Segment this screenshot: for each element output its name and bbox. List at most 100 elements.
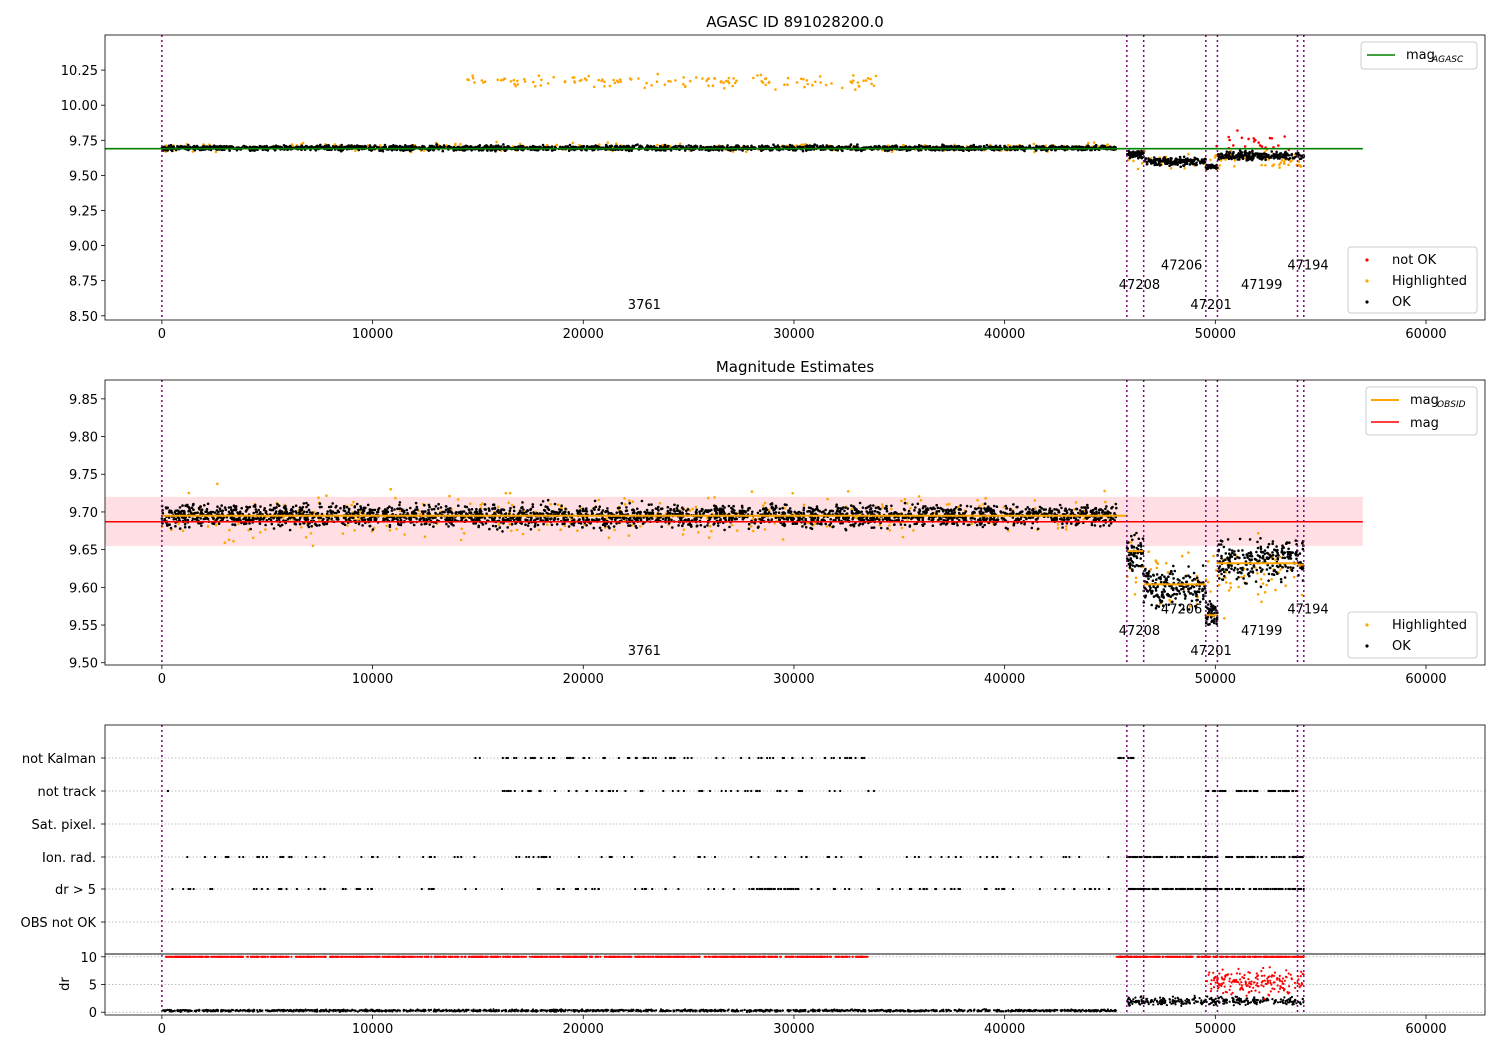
top-highlighted-point — [786, 76, 790, 80]
top-highlighted-point — [726, 80, 730, 83]
top-highlighted-point — [512, 78, 516, 82]
middle-highlighted-point — [317, 496, 320, 500]
top-highlighted-point — [578, 79, 582, 83]
top-highlighted-point — [539, 84, 543, 87]
top-highlighted-point — [354, 149, 357, 153]
top-ok-point — [1270, 150, 1273, 153]
middle-highlighted-point — [919, 498, 923, 502]
middle-highlighted-point — [906, 518, 909, 522]
top-ok-point — [685, 145, 688, 148]
middle-ok-point — [294, 523, 298, 526]
middle-ok-point — [1044, 508, 1047, 511]
top-ok-point — [323, 144, 327, 148]
top-ok-point — [226, 145, 229, 149]
middle-ok-point — [592, 526, 596, 530]
middle-highlighted-point — [1229, 586, 1232, 589]
middle-ok-point — [1099, 525, 1102, 528]
middle-ok-point — [539, 503, 543, 507]
top-highlighted-point — [1187, 152, 1190, 156]
top-ok-point — [1251, 150, 1254, 153]
middle-ok-point — [903, 501, 907, 505]
middle-ok-point — [334, 506, 338, 509]
top-highlighted-point — [819, 81, 822, 84]
middle-highlighted-point — [346, 524, 349, 527]
top-ok-point — [568, 143, 572, 147]
top-ok-point — [441, 149, 445, 153]
top-highlighted-point — [1233, 165, 1236, 168]
middle-highlighted-point — [497, 505, 500, 509]
top-highlighted-point — [864, 79, 868, 82]
middle-highlighted-point — [903, 498, 907, 501]
middle-highlighted-point — [850, 507, 853, 511]
middle-ok-point — [160, 517, 164, 520]
top-highlighted-point — [874, 74, 878, 78]
top-not-ok-point — [1252, 140, 1256, 143]
middle-ok-point — [606, 507, 609, 510]
top-ok-point — [630, 149, 633, 152]
top-highlighted-point — [713, 77, 716, 80]
top-highlighted-point — [866, 77, 870, 80]
middle-ytick-label: 9.75 — [69, 468, 98, 483]
middle-ok-point — [788, 507, 792, 510]
middle-highlighted-point — [403, 533, 406, 536]
top-ok-point — [904, 145, 908, 148]
middle-highlighted-point — [1274, 588, 1277, 592]
middle-ok-point — [844, 506, 847, 509]
top-ok-point — [1153, 159, 1156, 162]
middle-highlighted-point — [1292, 575, 1296, 579]
top-ok-point — [729, 149, 732, 152]
top-highlighted-point — [811, 83, 814, 87]
top-highlighted-point — [1287, 163, 1290, 167]
middle-ok-point — [206, 517, 210, 521]
top-ok-point — [855, 145, 858, 148]
top-ok-point — [690, 149, 693, 152]
middle-ok-point — [496, 528, 499, 531]
top-highlighted-point — [615, 142, 618, 145]
middle-xtick-label: 20000 — [563, 672, 604, 687]
middle-ok-point — [294, 504, 298, 508]
top-ok-point — [1260, 155, 1263, 159]
top-ok-point — [776, 144, 780, 147]
top-ok-point — [279, 145, 283, 149]
top-highlighted-point — [1233, 159, 1237, 162]
top-not-ok-point — [1240, 136, 1244, 140]
middle-ok-point — [598, 526, 602, 530]
middle-highlighted-point — [970, 522, 974, 526]
middle-highlighted-point — [658, 501, 662, 505]
middle-ok-point — [916, 502, 920, 506]
top-highlighted-point — [483, 80, 487, 84]
middle-highlighted-point — [258, 531, 262, 534]
middle-highlighted-point — [888, 524, 891, 527]
middle-highlighted-point — [909, 506, 912, 510]
top-ok-point — [251, 149, 254, 152]
middle-highlighted-point — [825, 524, 829, 528]
top-ok-point — [1218, 155, 1221, 159]
top-ok-point — [1287, 158, 1290, 161]
middle-highlighted-point — [388, 528, 392, 532]
top-ok-point — [1182, 155, 1186, 159]
top-ok-point — [368, 144, 372, 147]
top-chart-title: AGASC ID 891028200.0 — [706, 13, 884, 31]
middle-ok-point — [1009, 507, 1012, 511]
middle-ok-point — [957, 508, 961, 511]
middle-ok-point — [188, 525, 191, 529]
top-highlighted-point — [752, 76, 755, 80]
middle-ok-point — [1097, 511, 1101, 515]
top-highlighted-point — [1105, 144, 1109, 147]
top-not-ok-point — [1243, 145, 1247, 148]
top-highlighted-point — [802, 77, 805, 81]
top-highlighted-point — [669, 80, 672, 83]
top-ok-point — [284, 144, 288, 148]
middle-highlighted-point — [826, 497, 829, 501]
top-ok-point — [726, 144, 729, 147]
middle-ok-point — [249, 527, 252, 531]
top-highlighted-point — [523, 80, 527, 83]
middle-ok-point — [962, 522, 965, 526]
top-ok-point — [327, 144, 330, 147]
top-highlighted-point — [722, 81, 725, 85]
top-ok-point — [985, 143, 989, 147]
middle-ok-point — [339, 506, 342, 510]
middle-ok-point — [258, 522, 262, 525]
top-ok-point — [610, 144, 613, 148]
middle-ok-point — [409, 506, 412, 510]
